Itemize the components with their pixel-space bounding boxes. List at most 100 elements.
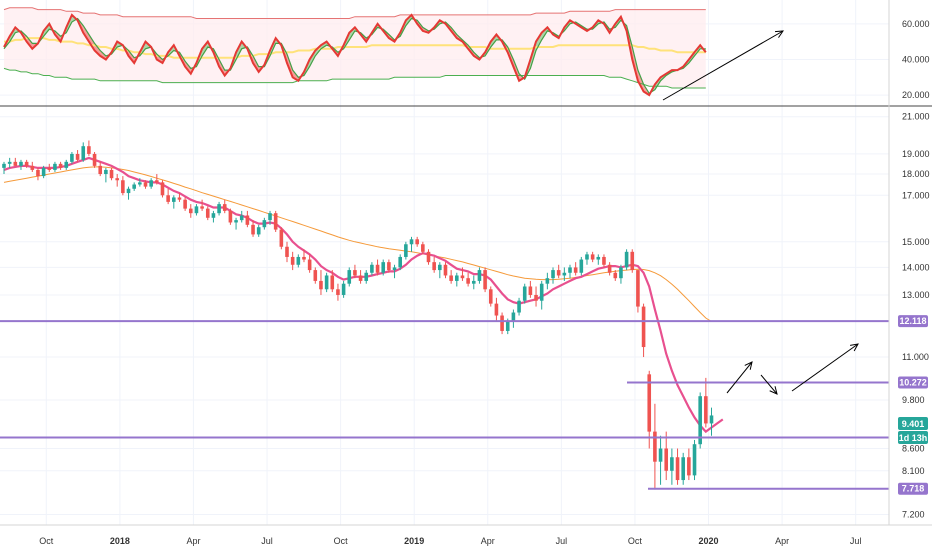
price-pane[interactable] xyxy=(0,140,889,490)
candle[interactable] xyxy=(398,254,402,271)
candle[interactable] xyxy=(222,199,227,214)
candle[interactable] xyxy=(132,182,136,191)
candle[interactable] xyxy=(426,249,431,265)
candle[interactable] xyxy=(24,159,29,168)
candle[interactable] xyxy=(556,264,561,279)
projection-arrow-up-1[interactable] xyxy=(726,361,753,394)
candle[interactable] xyxy=(607,262,612,276)
candle[interactable] xyxy=(307,254,312,273)
candle[interactable] xyxy=(670,448,674,485)
candle[interactable] xyxy=(211,210,216,223)
candle[interactable] xyxy=(692,439,697,481)
candle[interactable] xyxy=(681,452,685,485)
candle[interactable] xyxy=(573,262,578,276)
candle[interactable] xyxy=(19,159,23,170)
candle[interactable] xyxy=(602,254,606,268)
candle[interactable] xyxy=(353,264,357,279)
candle[interactable] xyxy=(121,176,125,196)
candle[interactable] xyxy=(81,142,86,162)
candle[interactable] xyxy=(687,448,691,481)
candle[interactable] xyxy=(13,157,18,166)
candle[interactable] xyxy=(443,262,448,279)
candle[interactable] xyxy=(109,167,114,181)
candle[interactable] xyxy=(234,217,238,230)
candle[interactable] xyxy=(624,249,629,271)
projection-arrow-down[interactable] xyxy=(760,374,778,395)
candle[interactable] xyxy=(709,407,714,436)
candle[interactable] xyxy=(636,270,640,313)
candle[interactable] xyxy=(217,201,221,216)
candle[interactable] xyxy=(341,280,346,298)
osc-trend-arrow[interactable] xyxy=(662,30,784,101)
candle[interactable] xyxy=(64,159,69,170)
candle[interactable] xyxy=(336,283,340,301)
candle[interactable] xyxy=(166,188,170,205)
candle[interactable] xyxy=(375,259,380,276)
candle[interactable] xyxy=(296,254,301,268)
candle[interactable] xyxy=(562,267,567,281)
candle[interactable] xyxy=(596,254,601,265)
candle[interactable] xyxy=(290,251,295,271)
candle[interactable] xyxy=(517,297,521,316)
candle[interactable] xyxy=(488,286,493,307)
candle[interactable] xyxy=(183,197,187,211)
candle[interactable] xyxy=(149,178,153,189)
candle[interactable] xyxy=(160,180,165,198)
candle[interactable] xyxy=(647,370,652,449)
candle[interactable] xyxy=(568,264,572,279)
candle[interactable] xyxy=(698,392,702,449)
candle[interactable] xyxy=(704,377,708,428)
candle[interactable] xyxy=(313,267,318,284)
candle[interactable] xyxy=(319,270,323,295)
candle[interactable] xyxy=(347,267,352,287)
candle[interactable] xyxy=(590,251,595,263)
candle[interactable] xyxy=(70,151,74,164)
candle[interactable] xyxy=(432,256,436,273)
candle[interactable] xyxy=(58,161,63,170)
candle[interactable] xyxy=(194,204,199,216)
candle[interactable] xyxy=(381,259,386,276)
candle[interactable] xyxy=(455,272,459,287)
candle[interactable] xyxy=(387,259,391,273)
candle[interactable] xyxy=(653,403,657,490)
candle[interactable] xyxy=(460,267,465,281)
candle[interactable] xyxy=(511,309,516,328)
candle[interactable] xyxy=(585,251,589,265)
candle[interactable] xyxy=(7,157,12,168)
time-scale[interactable]: Oct 2018 Apr Jul Oct 2019 Apr Jul Oct 2020 Apr Jul xyxy=(0,524,932,546)
candle[interactable] xyxy=(256,224,261,237)
candle[interactable] xyxy=(630,249,635,273)
candle[interactable] xyxy=(421,241,425,255)
candle[interactable] xyxy=(273,210,278,233)
candle[interactable] xyxy=(172,195,176,209)
candle[interactable] xyxy=(155,174,159,185)
candle[interactable] xyxy=(115,174,119,187)
candle[interactable] xyxy=(228,208,233,225)
candle[interactable] xyxy=(466,272,470,287)
candle[interactable] xyxy=(126,186,131,200)
candle[interactable] xyxy=(200,199,204,211)
candle[interactable] xyxy=(500,312,504,335)
candle[interactable] xyxy=(641,303,646,358)
candle[interactable] xyxy=(75,150,80,162)
candle[interactable] xyxy=(251,220,255,237)
candle[interactable] xyxy=(392,264,397,279)
candle[interactable] xyxy=(658,435,663,485)
candle[interactable] xyxy=(177,193,182,202)
candle[interactable] xyxy=(477,267,482,284)
candle[interactable] xyxy=(358,270,363,284)
candle[interactable] xyxy=(409,236,414,252)
candle[interactable] xyxy=(138,178,142,187)
candle[interactable] xyxy=(370,262,374,276)
candle[interactable] xyxy=(188,204,193,218)
candle[interactable] xyxy=(302,249,306,263)
projection-arrow-up-2[interactable] xyxy=(791,343,859,392)
candle[interactable] xyxy=(2,161,6,175)
candle[interactable] xyxy=(104,167,108,183)
candle[interactable] xyxy=(330,270,335,293)
candle[interactable] xyxy=(239,210,244,223)
candle[interactable] xyxy=(324,272,329,293)
candle[interactable] xyxy=(47,163,52,172)
candle[interactable] xyxy=(449,270,453,284)
